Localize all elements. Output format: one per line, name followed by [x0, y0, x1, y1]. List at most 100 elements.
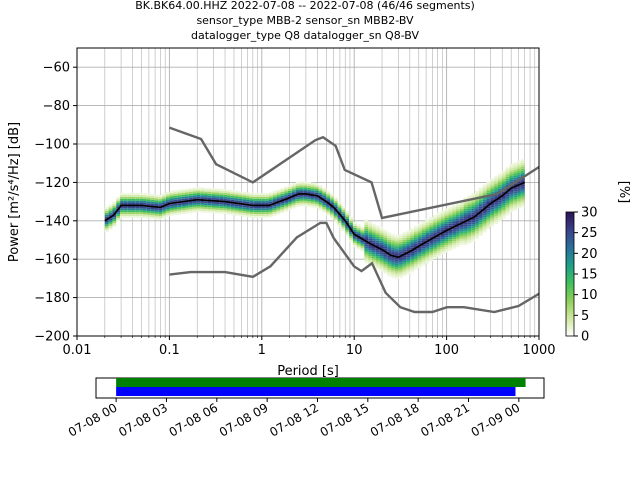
heatmap-cell	[288, 206, 292, 209]
heatmap-cell	[242, 210, 247, 213]
timeline-bars	[116, 378, 526, 396]
heatmap-cell	[463, 224, 468, 227]
heatmap-cell	[417, 223, 422, 226]
heatmap-cell	[360, 243, 365, 246]
heatmap-cell	[268, 207, 273, 210]
heatmap-cell	[494, 212, 498, 215]
heatmap-cell	[467, 201, 472, 204]
heatmap-cell	[280, 211, 285, 213]
heatmap-cell	[280, 205, 285, 208]
heatmap-cell	[108, 212, 113, 215]
heatmap-cell	[375, 265, 380, 268]
heatmap-cell	[135, 216, 140, 218]
heatmap-cell	[375, 236, 380, 239]
heatmap-cell	[234, 207, 239, 210]
heatmap-cell	[417, 263, 422, 266]
heatmap-cell	[326, 192, 331, 195]
heatmap-cell	[406, 266, 411, 269]
heatmap-cell	[490, 197, 495, 200]
heatmap-cell	[280, 203, 285, 206]
heatmap-cell	[288, 192, 292, 195]
heatmap-cell	[200, 210, 205, 213]
heatmap-cell	[265, 194, 269, 197]
heatmap-cell	[314, 187, 319, 189]
heatmap-cell	[467, 216, 472, 219]
heatmap-cell	[413, 239, 418, 242]
heatmap-cell	[207, 207, 212, 210]
heatmap-cell	[299, 181, 304, 184]
heatmap-cell	[425, 247, 430, 250]
heatmap-cell	[505, 198, 510, 200]
heatmap-cell	[391, 262, 395, 265]
heatmap-cell	[505, 199, 510, 202]
timeline-tick-label: 07-09 00	[469, 400, 523, 439]
heatmap-cell	[169, 198, 174, 201]
heatmap-cell	[513, 206, 518, 209]
heatmap-cell	[238, 204, 243, 207]
heatmap-cell	[318, 191, 323, 193]
heatmap-cell	[257, 200, 262, 203]
heatmap-cell	[349, 216, 353, 219]
heatmap-cell	[501, 184, 506, 186]
heatmap-cell	[440, 239, 445, 242]
heatmap-cell	[459, 210, 464, 213]
heatmap-cell	[505, 196, 510, 199]
heatmap-cell	[433, 218, 437, 221]
heatmap-cell	[391, 264, 395, 267]
heatmap-cell	[372, 229, 376, 232]
heatmap-cell	[219, 194, 224, 197]
heatmap-cell	[509, 198, 514, 201]
heatmap-cell	[459, 239, 464, 242]
heatmap-cell	[387, 270, 392, 273]
heatmap-cell	[448, 244, 453, 247]
heatmap-cell	[459, 233, 464, 236]
heatmap-cell	[520, 168, 525, 171]
heatmap-cell	[444, 241, 449, 243]
heatmap-cell	[345, 220, 350, 223]
heatmap-cell	[207, 193, 212, 196]
heatmap-cell	[318, 206, 323, 209]
heatmap-cell	[490, 180, 495, 183]
heatmap-cell	[387, 251, 392, 254]
heatmap-cell	[219, 190, 224, 193]
heatmap-cell	[372, 225, 376, 228]
heatmap-cell	[173, 205, 178, 208]
heatmap-cell	[322, 189, 327, 192]
heatmap-cell	[268, 209, 273, 212]
heatmap-cell	[211, 196, 216, 198]
heatmap-cell	[383, 266, 388, 269]
heatmap-cell	[372, 252, 376, 255]
timeline-tick-label: 07-08 21	[418, 400, 472, 439]
heatmap-cell	[494, 189, 498, 192]
heatmap-cell	[204, 203, 208, 206]
heatmap-cell	[433, 230, 437, 233]
heatmap-cell	[517, 193, 521, 196]
heatmap-cell	[520, 201, 525, 204]
heatmap-cell	[116, 210, 121, 213]
heatmap-cell	[257, 214, 262, 216]
heatmap-cell	[360, 249, 365, 252]
heatmap-cell	[398, 260, 403, 263]
heatmap-cell	[486, 225, 491, 228]
heatmap-cell	[513, 191, 518, 194]
heatmap-cell	[398, 243, 403, 246]
heatmap-cell	[448, 241, 453, 244]
heatmap-cell	[318, 189, 323, 192]
heatmap-cell	[372, 246, 376, 249]
heatmap-cell	[169, 190, 174, 193]
heatmap-cell	[135, 206, 140, 209]
heatmap-cell	[112, 224, 117, 227]
heatmap-cell	[192, 204, 197, 207]
heatmap-cell	[291, 202, 296, 205]
heatmap-cell	[429, 245, 434, 248]
heatmap-cell	[280, 207, 285, 210]
heatmap-cell	[181, 208, 185, 211]
heatmap-cell	[318, 187, 323, 190]
heatmap-cell	[413, 231, 418, 234]
heatmap-cell	[482, 203, 487, 206]
heatmap-cell	[402, 260, 407, 263]
heatmap-cell	[379, 269, 384, 272]
heatmap-cell	[345, 232, 350, 235]
heatmap-cell	[433, 239, 437, 242]
